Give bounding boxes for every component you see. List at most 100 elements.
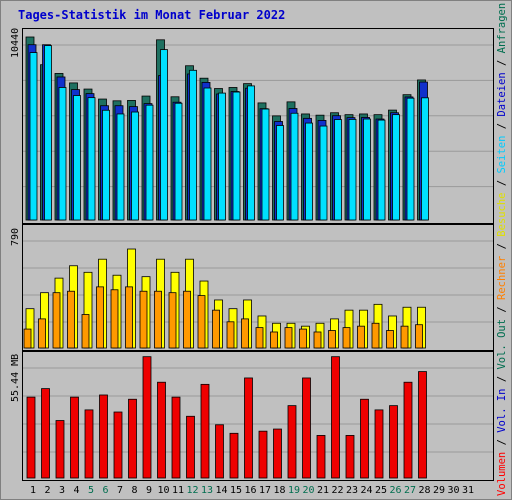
bar-volumen-day-11 <box>171 396 181 479</box>
middle-y-max-label: 790 <box>10 227 21 246</box>
bar-rechner-day-7 <box>110 289 119 349</box>
bar-seiten-day-21 <box>319 125 328 221</box>
bar-volumen-day-14 <box>215 424 224 479</box>
bar-seiten-day-20 <box>305 122 313 221</box>
x-label-day-4: 4 <box>73 485 79 496</box>
x-label-day-27: 27 <box>404 485 416 496</box>
bar-rechner-day-8 <box>125 286 133 349</box>
bar-rechner-day-2 <box>38 318 46 349</box>
bar-rechner-day-4 <box>67 290 75 349</box>
bar-volumen-day-5 <box>84 409 94 479</box>
x-label-day-12: 12 <box>186 485 198 496</box>
bar-volumen-day-10 <box>157 381 166 479</box>
x-label-day-6: 6 <box>102 485 108 496</box>
bar-volumen-day-6 <box>99 394 108 479</box>
x-label-day-24: 24 <box>360 485 372 496</box>
legend-item-5: / <box>496 299 508 319</box>
x-label-day-21: 21 <box>317 485 329 496</box>
legend-item-1: / <box>496 432 508 452</box>
bar-rechner-day-18 <box>270 331 278 349</box>
bar-volumen-day-23 <box>345 435 355 479</box>
bar-volumen-day-19 <box>287 405 297 479</box>
x-label-day-19: 19 <box>288 485 300 496</box>
x-label-day-13: 13 <box>201 485 213 496</box>
bar-seiten-day-11 <box>174 102 183 221</box>
legend-item-13: / <box>496 53 508 73</box>
bar-volumen-day-7 <box>113 411 123 479</box>
bar-volumen-day-17 <box>258 430 268 479</box>
bar-rechner-day-24 <box>357 325 365 349</box>
bar-rechner-day-12 <box>183 290 191 349</box>
legend-item-10: Seiten <box>496 135 508 174</box>
bar-rechner-day-15 <box>226 321 235 349</box>
bar-volumen-day-22 <box>331 356 340 479</box>
legend-item-0: Volumen <box>496 451 508 496</box>
bar-volumen-day-9 <box>142 356 152 479</box>
bottom-panel-bars <box>26 356 427 479</box>
bar-seiten-day-1 <box>29 52 38 221</box>
x-label-day-23: 23 <box>346 485 358 496</box>
bar-volumen-day-12 <box>186 415 195 479</box>
chart-title: Tages-Statistik im Monat Februar 2022 <box>18 8 286 22</box>
bar-seiten-day-9 <box>145 104 154 221</box>
bar-seiten-day-7 <box>116 113 125 221</box>
x-label-day-20: 20 <box>302 485 314 496</box>
bar-volumen-day-15 <box>229 432 239 479</box>
bar-rechner-day-6 <box>96 286 104 349</box>
bar-volumen-day-8 <box>128 398 137 479</box>
bar-seiten-day-19 <box>290 112 299 221</box>
bar-volumen-day-16 <box>244 377 253 479</box>
bar-seiten-day-28 <box>421 97 429 221</box>
bar-rechner-day-11 <box>168 292 177 349</box>
bar-volumen-day-2 <box>41 388 50 479</box>
x-label-day-16: 16 <box>244 485 256 496</box>
x-label-day-17: 17 <box>259 485 271 496</box>
bar-seiten-day-6 <box>102 109 110 221</box>
bar-rechner-day-9 <box>139 290 148 349</box>
x-label-day-7: 7 <box>117 485 123 496</box>
bar-seiten-day-24 <box>363 118 371 221</box>
bar-volumen-day-18 <box>273 428 282 479</box>
legend-item-8: Besuche <box>496 192 508 237</box>
legend-item-2: Vol. In <box>496 388 508 433</box>
legend-item-3: / <box>496 369 508 389</box>
bar-seiten-day-16 <box>247 85 255 221</box>
bar-rechner-day-27 <box>400 325 409 349</box>
bottom-y-max-label: 55.44 MB <box>10 353 21 402</box>
bar-rechner-day-17 <box>255 327 264 349</box>
x-label-day-28: 28 <box>418 485 430 496</box>
bar-seiten-day-8 <box>131 111 139 221</box>
bar-seiten-day-22 <box>334 119 342 221</box>
bar-volumen-day-3 <box>55 420 65 479</box>
x-label-day-3: 3 <box>59 485 65 496</box>
bar-seiten-day-13 <box>203 87 212 221</box>
x-label-day-11: 11 <box>172 485 184 496</box>
bar-seiten-day-18 <box>276 125 284 221</box>
bar-volumen-day-24 <box>360 398 369 479</box>
bar-rechner-day-26 <box>386 330 394 349</box>
top-y-max-label: 10440 <box>10 27 21 58</box>
bar-seiten-day-3 <box>58 87 67 221</box>
bar-rechner-day-3 <box>52 292 61 349</box>
bar-seiten-day-15 <box>232 91 241 221</box>
bar-volumen-day-20 <box>302 377 311 479</box>
x-label-day-30: 30 <box>447 485 459 496</box>
bar-seiten-day-27 <box>406 97 415 221</box>
bar-seiten-day-5 <box>87 97 96 221</box>
x-axis-labels: 1 2 3 4 5 6 7 8 9 10 11 12 13 14 15 16 17 18 19 20 21 22 23 24 2… <box>30 485 474 496</box>
bar-rechner-day-13 <box>197 295 206 349</box>
x-label-day-18: 18 <box>273 485 285 496</box>
x-label-day-9: 9 <box>146 485 152 496</box>
bar-rechner-day-1 <box>23 328 32 349</box>
bar-rechner-day-20 <box>299 328 307 349</box>
x-label-day-2: 2 <box>44 485 50 496</box>
bar-volumen-day-26 <box>389 405 398 479</box>
middle-panel-bars <box>23 248 426 349</box>
bar-volumen-day-1 <box>26 396 36 479</box>
bar-rechner-day-5 <box>81 314 90 349</box>
legend-item-6: Rechner <box>496 255 508 300</box>
bar-volumen-day-25 <box>374 409 384 479</box>
bar-volumen-day-21 <box>316 435 326 479</box>
bar-rechner-day-21 <box>313 331 322 349</box>
